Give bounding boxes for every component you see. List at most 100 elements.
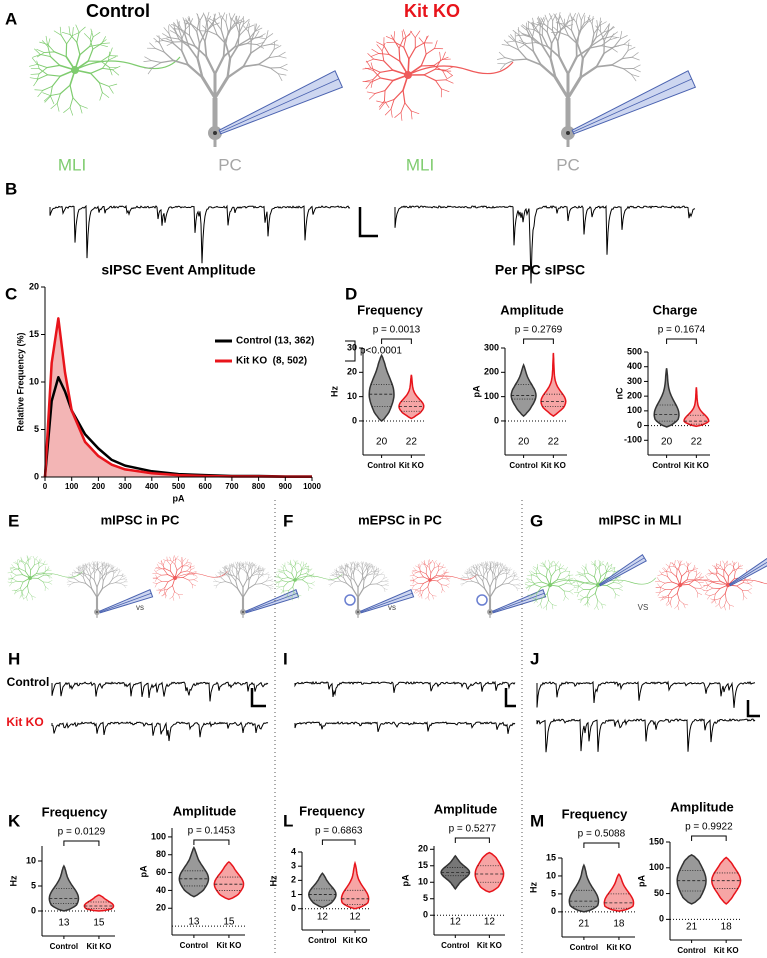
dendrite — [149, 42, 156, 49]
dendrite — [582, 595, 588, 600]
dendrite — [166, 559, 172, 561]
purkinje-cell — [460, 560, 521, 618]
chart-title: Frequency — [562, 806, 629, 821]
dendrite — [464, 576, 469, 579]
dendrite — [39, 559, 42, 564]
soma — [725, 582, 731, 588]
dendrite — [717, 572, 725, 578]
dendrite — [36, 52, 45, 58]
dendrite — [48, 582, 53, 585]
dendrite — [306, 582, 310, 588]
dendrite — [502, 570, 507, 574]
dendrite — [712, 580, 721, 582]
dendrite — [412, 589, 417, 591]
dendrite — [43, 581, 46, 587]
dendrite — [362, 565, 364, 570]
dendrite — [353, 568, 356, 574]
dendrite — [414, 42, 425, 49]
dendrite — [631, 56, 640, 61]
dendrite — [256, 566, 259, 570]
y-tick-label: 5 — [423, 893, 428, 903]
x-tick-label: 700 — [225, 482, 239, 491]
dendrite — [705, 594, 711, 596]
dendrite — [167, 585, 173, 590]
dendrite — [372, 573, 375, 580]
dendrite — [366, 573, 372, 576]
dendrite — [228, 568, 233, 572]
dendrite — [308, 569, 312, 573]
dendrite — [529, 570, 533, 575]
dendrite — [178, 594, 181, 599]
dendrite — [362, 67, 372, 70]
dendrite — [336, 574, 341, 576]
dendrite — [445, 66, 454, 71]
dendrite — [270, 583, 274, 586]
dendrite — [720, 593, 726, 599]
dendrite — [346, 563, 349, 567]
dendrite — [532, 567, 537, 572]
dendrite — [379, 69, 394, 73]
dendrite — [607, 23, 610, 33]
dendrite — [742, 582, 749, 584]
dendrite — [80, 565, 83, 569]
dendrite — [698, 582, 702, 587]
dendrite — [184, 34, 190, 48]
dendrite — [101, 42, 111, 44]
dendrite — [729, 604, 734, 607]
dendrite — [531, 592, 538, 596]
dendrite — [525, 28, 530, 37]
dendrite — [332, 571, 336, 575]
dendrite — [328, 583, 333, 585]
dendrite — [676, 569, 678, 578]
n-label: 22 — [548, 437, 560, 448]
dendrite — [182, 577, 190, 581]
dendrite — [445, 75, 453, 81]
y-axis-label: pA — [138, 865, 148, 877]
dendrite — [79, 104, 88, 109]
dendrite — [692, 570, 697, 573]
dendrite — [26, 591, 29, 597]
dendrite — [154, 569, 157, 574]
dendrite — [35, 559, 39, 563]
dendrite — [278, 581, 280, 586]
dendrite — [180, 570, 188, 573]
dendrite — [463, 579, 468, 582]
dendrite — [357, 588, 364, 598]
dendrite — [166, 38, 175, 43]
dendrite — [477, 563, 480, 568]
dendrite — [405, 31, 413, 38]
x-tick-label: 0 — [43, 482, 48, 491]
dendrite — [53, 51, 67, 58]
dendrite — [715, 567, 719, 574]
dendrite — [536, 576, 543, 583]
dendrite — [578, 12, 582, 21]
dendrite — [362, 580, 365, 590]
dendrite — [182, 562, 187, 567]
dendrite — [525, 58, 542, 66]
dendrite — [279, 571, 285, 574]
dendrite — [542, 605, 547, 609]
dendrite — [20, 558, 24, 563]
significance-bracket — [381, 338, 412, 344]
x-tick-label: 1000 — [303, 482, 321, 491]
dendrite — [575, 14, 578, 23]
dendrite — [483, 569, 487, 575]
dendrite — [191, 571, 196, 573]
dendrite — [354, 561, 356, 565]
dendrite — [266, 585, 270, 588]
dendrite — [441, 88, 450, 92]
p-value: p = 0.0013 — [373, 325, 421, 336]
dendrite — [485, 565, 488, 569]
pipette-wire — [599, 557, 645, 586]
dendrite — [239, 565, 243, 569]
dendrite — [14, 568, 20, 570]
dendrite — [120, 573, 125, 576]
dendrite — [254, 567, 256, 572]
dendrite — [156, 581, 162, 584]
dendrite — [487, 563, 491, 567]
dendrite — [680, 563, 685, 566]
dendrite — [435, 574, 442, 577]
dendrite — [699, 576, 704, 580]
dendrite — [8, 578, 13, 580]
dendrite — [704, 590, 708, 595]
